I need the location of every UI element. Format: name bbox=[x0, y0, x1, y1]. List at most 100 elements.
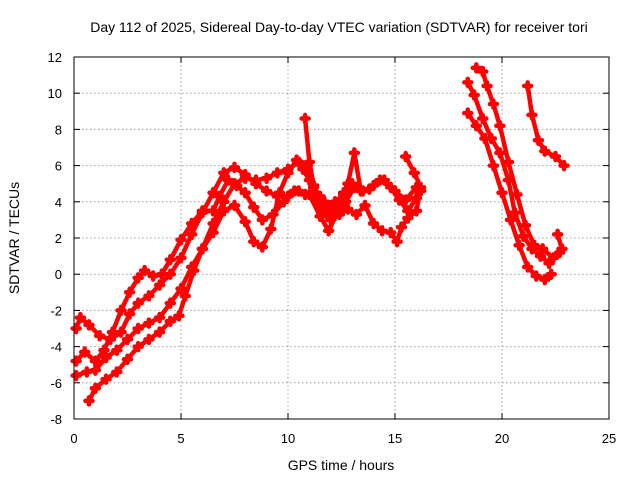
data-point-marker bbox=[138, 264, 151, 277]
data-point-marker bbox=[329, 196, 341, 208]
data-point-marker bbox=[111, 366, 123, 378]
data-point-marker bbox=[93, 329, 106, 342]
data-point-marker bbox=[132, 297, 144, 309]
x-tick-label: 20 bbox=[495, 431, 509, 446]
data-point-marker bbox=[303, 156, 316, 168]
data-point-marker bbox=[530, 270, 542, 282]
data-point-marker bbox=[132, 322, 144, 335]
data-point-marker bbox=[213, 190, 226, 203]
data-point-marker bbox=[196, 205, 209, 217]
data-point-marker bbox=[487, 98, 500, 110]
data-point-marker bbox=[121, 353, 134, 366]
y-tick-label: 6 bbox=[55, 159, 62, 174]
series-pass-9 bbox=[521, 80, 570, 172]
series-pass-6 bbox=[462, 76, 566, 270]
series-pass-4 bbox=[83, 150, 427, 407]
data-point-marker bbox=[367, 179, 380, 192]
data-point-marker bbox=[399, 194, 412, 206]
data-point-marker bbox=[222, 174, 234, 186]
x-axis-label: GPS time / hours bbox=[288, 457, 395, 473]
data-point-marker bbox=[528, 239, 540, 251]
data-point-marker bbox=[337, 188, 350, 201]
data-point-marker bbox=[83, 395, 95, 407]
data-point-marker bbox=[273, 187, 286, 199]
y-tick-label: -2 bbox=[50, 303, 62, 318]
data-point-marker bbox=[121, 333, 134, 346]
data-point-marker bbox=[248, 201, 260, 213]
data-point-marker bbox=[179, 290, 192, 302]
data-point-marker bbox=[391, 235, 403, 248]
data-point-marker bbox=[322, 210, 335, 223]
data-point-marker bbox=[164, 253, 177, 266]
x-tick-label: 5 bbox=[177, 431, 184, 446]
data-point-marker bbox=[547, 252, 560, 264]
data-point-marker bbox=[248, 235, 260, 248]
data-point-marker bbox=[153, 279, 166, 291]
data-point-marker bbox=[164, 297, 177, 309]
data-point-marker bbox=[164, 268, 177, 280]
data-point-marker bbox=[367, 217, 380, 230]
data-point-marker bbox=[340, 196, 352, 208]
data-point-marker bbox=[348, 147, 361, 159]
data-series bbox=[70, 62, 570, 407]
x-tick-label: 15 bbox=[388, 431, 402, 446]
data-point-marker bbox=[395, 221, 408, 233]
data-point-marker bbox=[153, 311, 166, 324]
data-point-marker bbox=[188, 264, 200, 277]
data-point-marker bbox=[549, 150, 562, 163]
data-point-marker bbox=[476, 112, 489, 125]
data-point-marker bbox=[521, 261, 534, 273]
data-point-marker bbox=[399, 150, 412, 163]
data-point-marker bbox=[185, 217, 198, 230]
data-point-marker bbox=[78, 346, 91, 358]
data-point-marker bbox=[260, 172, 273, 185]
data-point-marker bbox=[288, 185, 301, 197]
y-tick-label: 12 bbox=[48, 50, 62, 65]
data-point-marker bbox=[115, 304, 127, 317]
data-point-marker bbox=[487, 159, 500, 172]
data-point-marker bbox=[256, 241, 269, 253]
data-point-marker bbox=[111, 344, 123, 356]
data-point-marker bbox=[100, 373, 112, 385]
data-point-marker bbox=[545, 268, 557, 280]
data-point-marker bbox=[218, 167, 230, 179]
data-point-marker bbox=[282, 167, 294, 179]
data-point-marker bbox=[132, 340, 144, 353]
data-point-marker bbox=[470, 120, 483, 132]
data-point-marker bbox=[185, 228, 198, 241]
data-point-marker bbox=[207, 226, 219, 239]
data-point-marker bbox=[98, 344, 110, 356]
data-point-marker bbox=[462, 107, 474, 119]
data-point-marker bbox=[164, 315, 177, 328]
y-tick-label: 10 bbox=[48, 86, 62, 101]
data-point-marker bbox=[410, 205, 423, 217]
data-point-marker bbox=[314, 203, 326, 215]
data-point-marker bbox=[175, 282, 187, 295]
data-point-marker bbox=[517, 230, 530, 242]
data-point-marker bbox=[228, 177, 241, 190]
data-point-marker bbox=[228, 199, 241, 212]
data-point-marker bbox=[481, 80, 493, 92]
data-point-marker bbox=[526, 109, 538, 121]
data-point-marker bbox=[502, 156, 515, 168]
data-point-marker bbox=[239, 172, 251, 185]
data-point-marker bbox=[218, 205, 230, 217]
data-point-marker bbox=[470, 62, 483, 74]
data-point-marker bbox=[132, 272, 144, 284]
data-point-marker bbox=[239, 187, 251, 199]
y-tick-label: -8 bbox=[50, 412, 62, 427]
data-point-marker bbox=[83, 319, 95, 331]
data-point-marker bbox=[389, 185, 401, 197]
data-point-marker bbox=[173, 310, 185, 322]
data-point-marker bbox=[271, 167, 284, 179]
data-point-marker bbox=[556, 243, 568, 255]
data-point-marker bbox=[532, 134, 545, 147]
y-tick-labels: -8 -6 -4 -2 0 2 4 6 8 10 12 bbox=[48, 50, 62, 427]
data-point-marker bbox=[378, 174, 391, 186]
series-pass-5 bbox=[299, 112, 358, 223]
data-point-marker bbox=[333, 208, 346, 221]
data-point-marker bbox=[502, 174, 515, 186]
data-point-marker bbox=[534, 250, 547, 262]
x-tick-labels: 0 5 10 15 20 25 bbox=[70, 431, 616, 446]
data-point-marker bbox=[558, 159, 570, 172]
